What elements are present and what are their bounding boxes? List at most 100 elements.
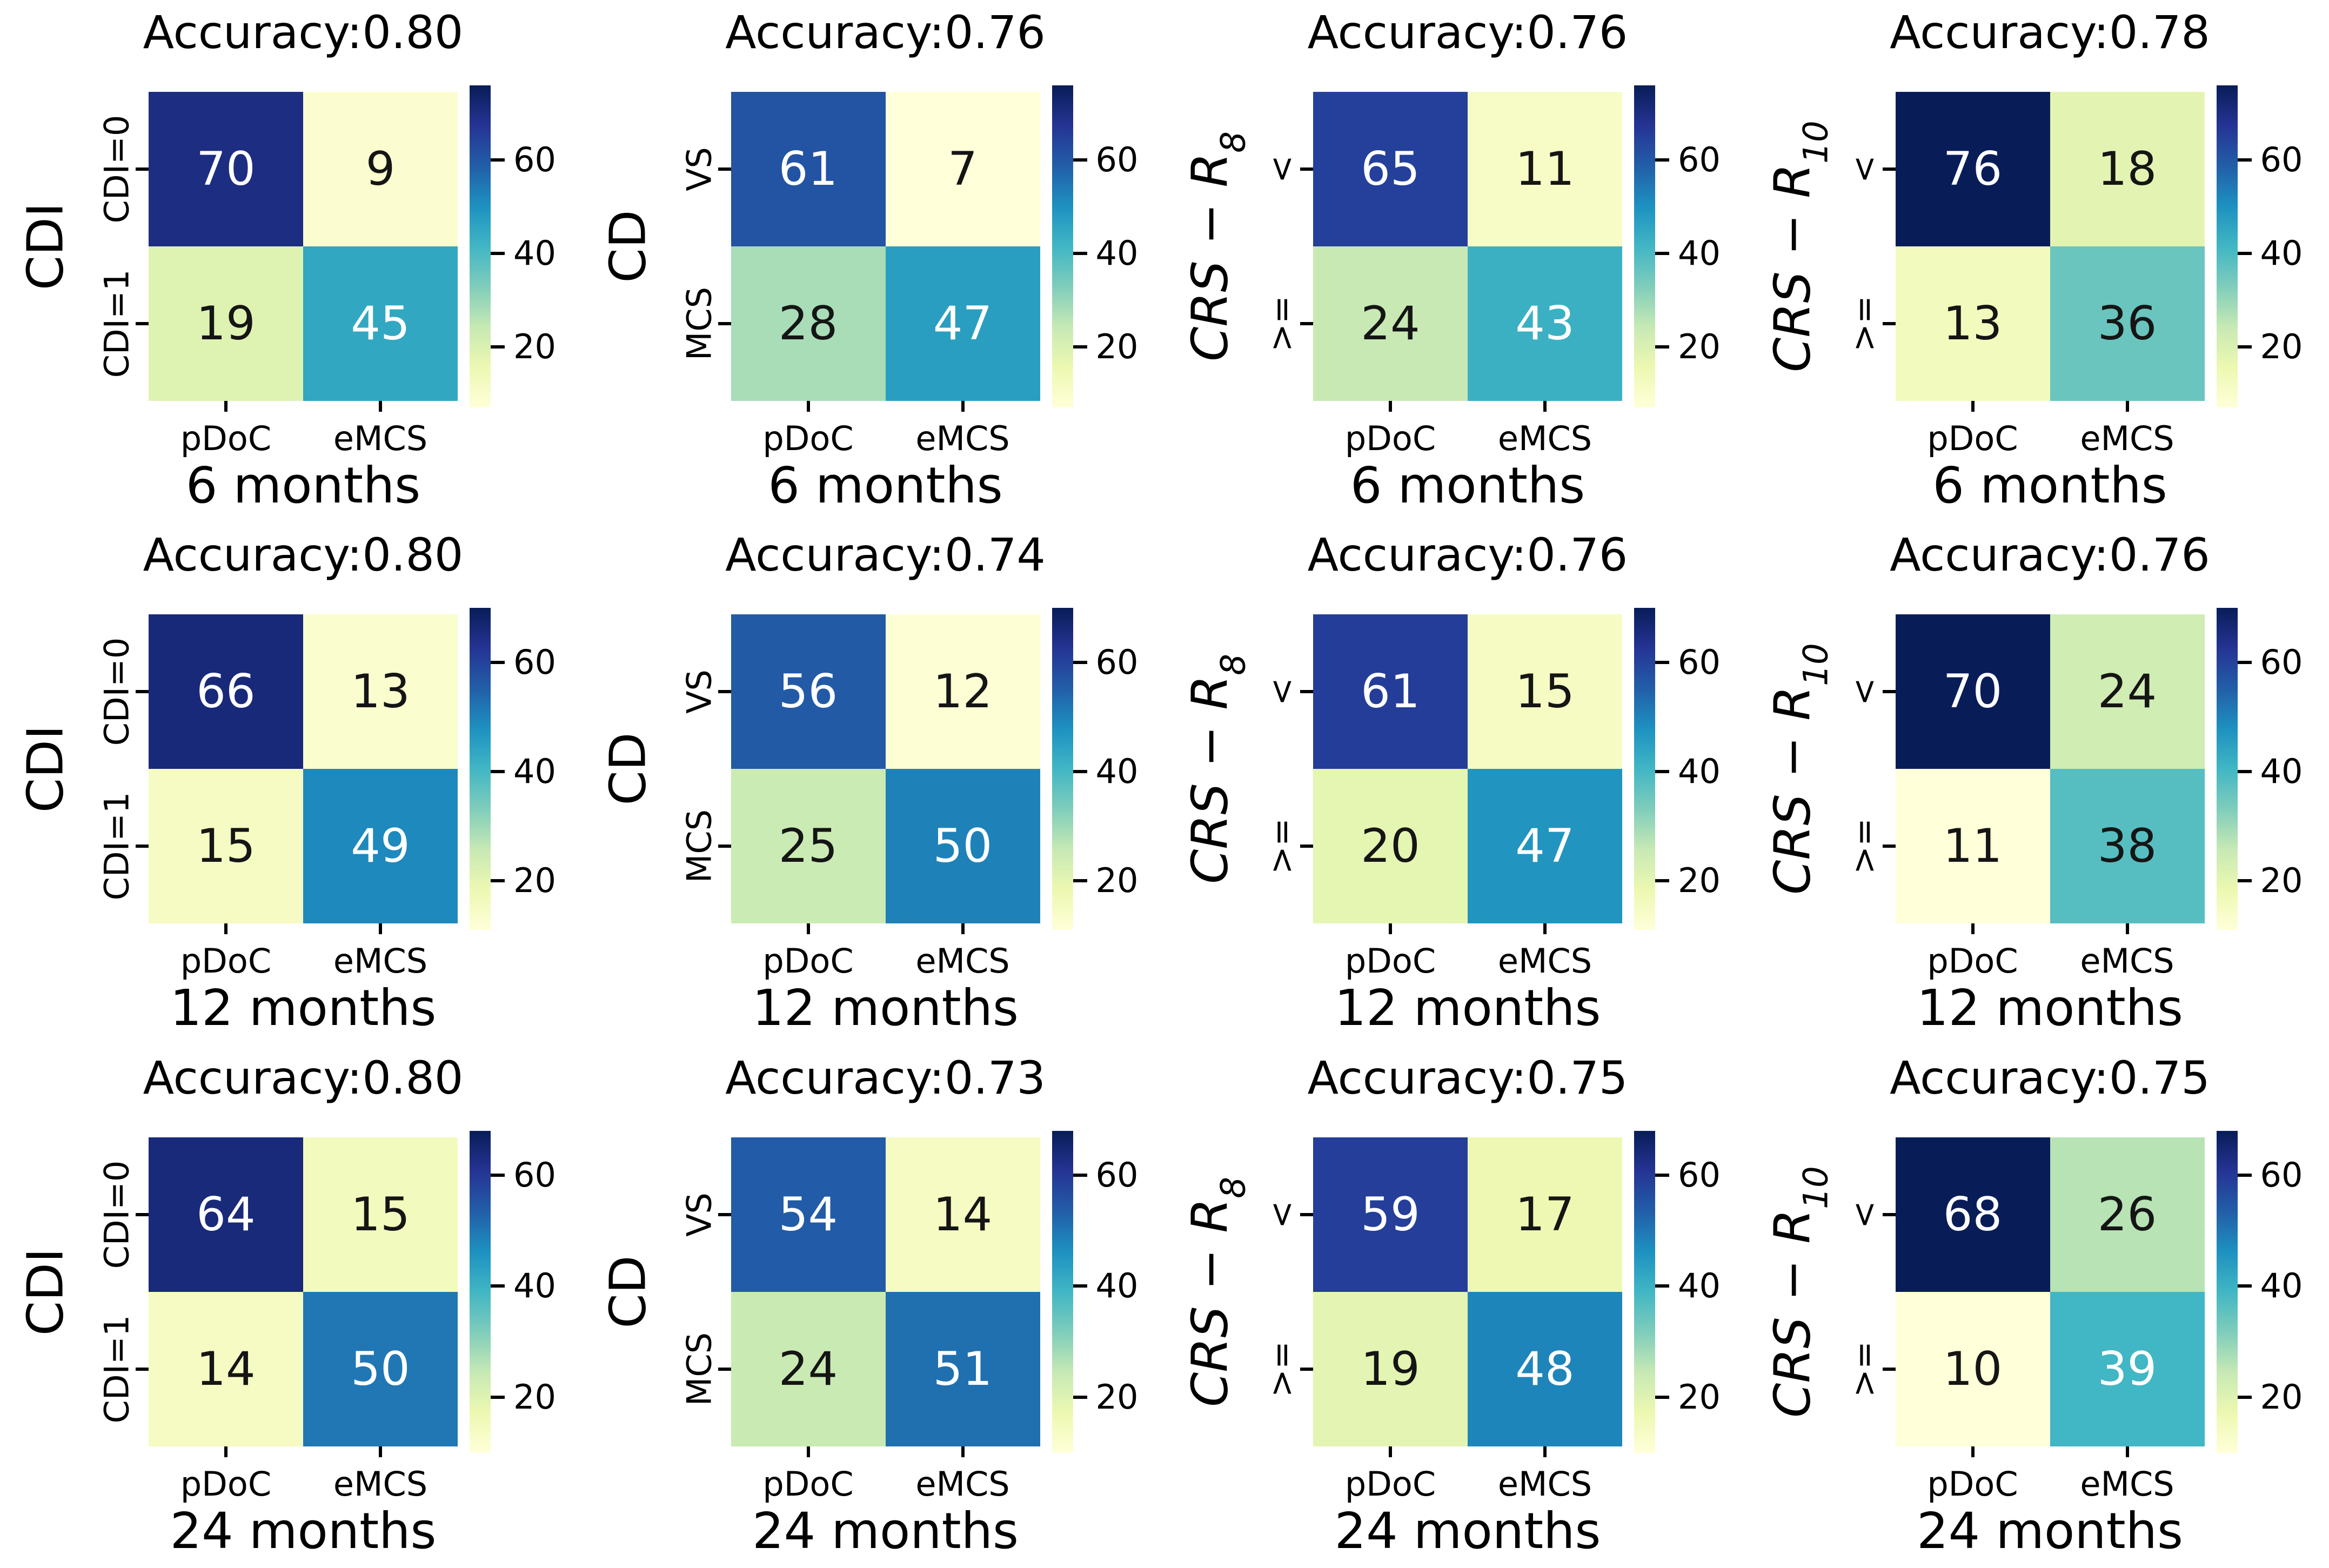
x-tick-mark	[1543, 923, 1547, 935]
cell-value: 14	[933, 1187, 993, 1242]
y-axis-label: CRS − R10	[1763, 120, 1835, 372]
colorbar-tick-mark	[2237, 661, 2252, 665]
panel-title: Accuracy:0.73	[725, 1051, 1046, 1104]
colorbar	[1052, 85, 1073, 407]
x-tick-label: pDoC	[1927, 1464, 2018, 1504]
y-tick-label: CDI=0	[97, 1160, 137, 1269]
cell-value: 36	[2097, 297, 2157, 351]
matrix-cell: 51	[885, 1291, 1040, 1446]
colorbar	[2216, 85, 2238, 407]
matrix-cell: 9	[303, 92, 458, 246]
y-tick-mark	[136, 690, 149, 694]
colorbar-tick-label: 60	[1678, 140, 1721, 180]
y-tick-mark	[1882, 322, 1896, 325]
matrix-cell: 10	[1895, 1291, 2050, 1446]
x-tick-mark	[1971, 1446, 1975, 1457]
colorbar-tick-mark	[1655, 879, 1669, 883]
y-axis-label-text: CDI	[16, 725, 75, 813]
colorbar-tick-mark	[1655, 770, 1669, 774]
colorbar	[470, 1130, 491, 1453]
x-tick-mark	[2125, 1446, 2129, 1457]
colorbar-tick-mark	[1073, 879, 1087, 883]
cell-value: 11	[1943, 819, 2003, 874]
x-axis-label: 12 months	[1917, 979, 2183, 1037]
panel-title: Accuracy:0.75	[1890, 1051, 2210, 1104]
colorbar-tick-label: 60	[513, 1155, 556, 1195]
cell-value: 18	[2097, 142, 2157, 196]
x-axis-label: 6 months	[1932, 457, 2167, 514]
y-tick-mark	[1882, 1212, 1896, 1216]
x-tick-mark	[379, 401, 382, 412]
matrix-cell: 50	[885, 769, 1040, 924]
y-tick-mark	[1300, 1367, 1313, 1371]
panel-title: Accuracy:0.76	[725, 6, 1046, 59]
cell-value: 61	[778, 142, 838, 196]
x-tick-mark	[2125, 923, 2129, 935]
heatmap-matrix: 68 26 10 39	[1895, 1137, 2205, 1446]
confusion-matrix-panel: Accuracy:0.76 CRS − R8 < >= 61 15 20 47 …	[1164, 522, 1747, 1045]
colorbar-tick-label: 20	[1095, 1377, 1139, 1417]
cell-value: 14	[196, 1342, 256, 1396]
cell-value: 26	[2097, 1187, 2157, 1242]
matrix-cell: 24	[1313, 246, 1468, 401]
cell-value: 12	[933, 665, 993, 719]
y-tick-mark	[136, 1212, 149, 1216]
y-axis-label-text: CD	[599, 732, 657, 806]
colorbar	[2216, 608, 2238, 930]
colorbar-tick-label: 40	[1678, 752, 1721, 792]
x-axis-label: 12 months	[1334, 979, 1601, 1037]
heatmap-matrix: 56 12 25 50	[731, 614, 1040, 924]
x-tick-label: eMCS	[915, 419, 1010, 458]
x-tick-mark	[224, 401, 227, 412]
colorbar	[1052, 608, 1073, 930]
cell-value: 56	[778, 665, 838, 719]
matrix-cell: 45	[303, 246, 458, 401]
x-tick-mark	[806, 923, 810, 935]
matrix-cell: 38	[2050, 769, 2205, 924]
colorbar-tick-mark	[491, 345, 505, 349]
y-tick-mark	[1300, 690, 1313, 694]
colorbar-tick-label: 60	[1095, 642, 1139, 682]
cell-value: 50	[933, 819, 993, 874]
colorbar-tick-label: 40	[513, 1266, 556, 1306]
colorbar-tick-label: 40	[2260, 233, 2303, 273]
y-axis-label-text: CRS − R	[1181, 152, 1239, 361]
matrix-cell: 61	[731, 92, 886, 246]
cell-value: 13	[351, 665, 410, 719]
x-tick-label: eMCS	[333, 1464, 428, 1504]
x-tick-mark	[961, 401, 965, 412]
colorbar-tick-label: 60	[1678, 1155, 1721, 1195]
cell-value: 19	[196, 297, 256, 351]
y-tick-mark	[718, 167, 731, 171]
colorbar-tick-mark	[1073, 158, 1087, 162]
y-axis-label: CDI	[17, 725, 75, 813]
matrix-cell: 47	[885, 246, 1040, 401]
cell-value: 54	[778, 1187, 838, 1242]
matrix-cell: 11	[1468, 92, 1622, 246]
matrix-cell: 17	[1468, 1137, 1622, 1292]
x-axis-label: 24 months	[1334, 1502, 1601, 1560]
x-axis-label: 24 months	[752, 1502, 1019, 1560]
colorbar-tick-mark	[1655, 345, 1669, 349]
colorbar-tick-label: 40	[1678, 1266, 1721, 1306]
colorbar-tick-mark	[491, 1395, 505, 1399]
cell-value: 47	[933, 297, 993, 351]
colorbar-tick-label: 40	[513, 752, 556, 792]
matrix-cell: 13	[1895, 246, 2050, 401]
cell-value: 51	[933, 1342, 993, 1396]
y-tick-label: >=	[1844, 818, 1883, 875]
colorbar-tick-mark	[1073, 251, 1087, 255]
heatmap-matrix: 59 17 19 48	[1313, 1137, 1622, 1446]
x-tick-label: eMCS	[1497, 419, 1592, 458]
colorbar-tick-label: 60	[2260, 1155, 2303, 1195]
panel-title: Accuracy:0.80	[143, 6, 464, 59]
y-tick-mark	[136, 167, 149, 171]
x-tick-mark	[1389, 401, 1392, 412]
matrix-cell: 59	[1313, 1137, 1468, 1292]
x-tick-mark	[379, 1446, 382, 1457]
matrix-cell: 56	[731, 614, 886, 769]
heatmap-matrix: 70 9 19 45	[149, 92, 458, 401]
y-axis-label: CRS − R10	[1763, 644, 1835, 895]
x-tick-mark	[1971, 401, 1975, 412]
panel-title: Accuracy:0.76	[1890, 528, 2210, 582]
